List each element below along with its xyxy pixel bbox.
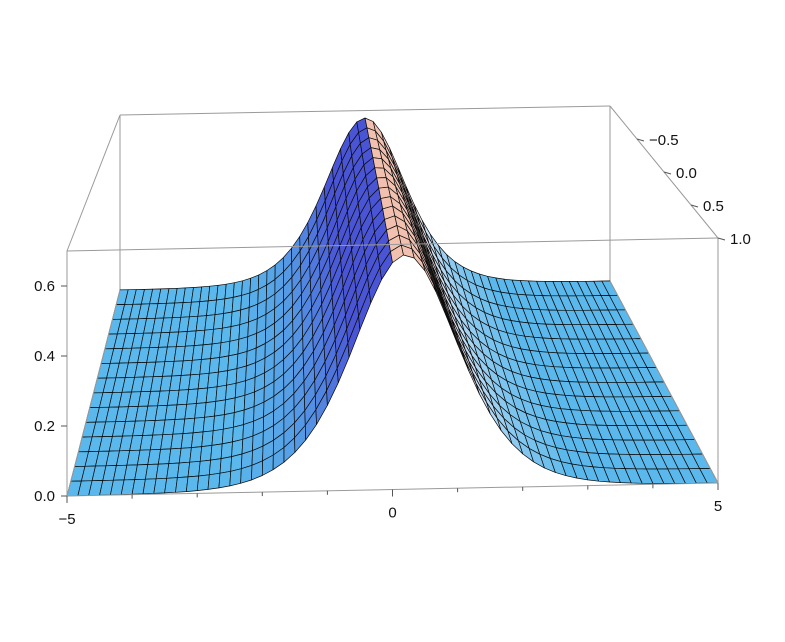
y-tick-label: −0.5 <box>649 132 679 149</box>
box-edge-front <box>66 289 121 497</box>
z-tick-label: 0.6 <box>34 278 55 295</box>
box-edge-front <box>66 237 719 252</box>
surface-face <box>215 384 227 402</box>
surface-face <box>221 426 234 445</box>
surface-face <box>224 282 235 300</box>
surface-face <box>204 401 217 418</box>
surface-face <box>207 371 219 389</box>
surface-face <box>211 428 224 446</box>
box-edge-front <box>609 280 719 484</box>
surface-face <box>226 368 238 386</box>
y-tick <box>717 237 726 241</box>
surface-face <box>210 443 223 461</box>
surface-face <box>201 430 214 447</box>
surface-face <box>192 416 205 434</box>
surface-face <box>218 470 232 489</box>
y-tick <box>663 171 672 175</box>
z-tick-label: 0.0 <box>34 488 55 505</box>
x-tick-label: 5 <box>714 498 722 515</box>
surface-face <box>212 414 225 432</box>
surface-mesh <box>66 117 719 497</box>
surface-face <box>230 309 242 327</box>
surface-face <box>185 475 200 492</box>
surface-face <box>222 412 235 430</box>
surface-face <box>224 397 236 415</box>
surface-face <box>232 280 243 298</box>
surface-face <box>229 324 241 342</box>
surface-face <box>202 415 215 433</box>
surface-face <box>194 402 207 419</box>
surface-face <box>220 326 232 344</box>
y-tick-label: 1.0 <box>730 231 751 248</box>
z-tick-label: 0.2 <box>34 418 55 435</box>
surface-face <box>175 476 189 493</box>
y-tick <box>690 204 699 208</box>
box-edge-back <box>119 105 611 116</box>
surface-face <box>208 458 222 476</box>
surface-face <box>198 459 211 477</box>
surface-face <box>208 357 221 374</box>
surface-face <box>390 244 404 263</box>
y-tick-label: 0.5 <box>703 198 724 215</box>
axes: −5 0 5 0.0 0.2 0.4 0.6 −0.5 0.0 0.5 1.0 <box>34 132 751 528</box>
surface-face <box>221 311 233 329</box>
y-tick-label: 0.0 <box>676 165 697 182</box>
x-tick-label: 0 <box>388 505 396 522</box>
surface-face <box>214 399 226 417</box>
surface-face <box>207 472 221 490</box>
y-tick <box>636 138 645 142</box>
surface-face <box>196 474 210 491</box>
bounding-box-front <box>66 237 719 497</box>
box-edge-back <box>66 114 121 252</box>
surface-face <box>376 177 389 189</box>
surface-face <box>218 355 230 373</box>
surface-face <box>228 338 240 357</box>
x-tick-label: −5 <box>58 511 75 528</box>
surface-face <box>187 460 201 478</box>
surface-face <box>189 446 203 463</box>
surface-face <box>229 468 242 487</box>
surface-face <box>231 295 242 313</box>
surface-face <box>210 342 222 359</box>
surface-face <box>219 340 231 358</box>
surface-face <box>220 441 233 459</box>
surface-face <box>216 370 229 388</box>
surface-face <box>225 382 237 401</box>
surface-face <box>227 353 239 371</box>
surface-face <box>223 297 234 314</box>
surface-face <box>191 431 204 448</box>
surface-face <box>374 167 387 179</box>
surface-face <box>219 456 232 474</box>
surface-face <box>205 386 218 403</box>
z-tick-label: 0.4 <box>34 348 55 365</box>
surface-face <box>199 445 213 462</box>
